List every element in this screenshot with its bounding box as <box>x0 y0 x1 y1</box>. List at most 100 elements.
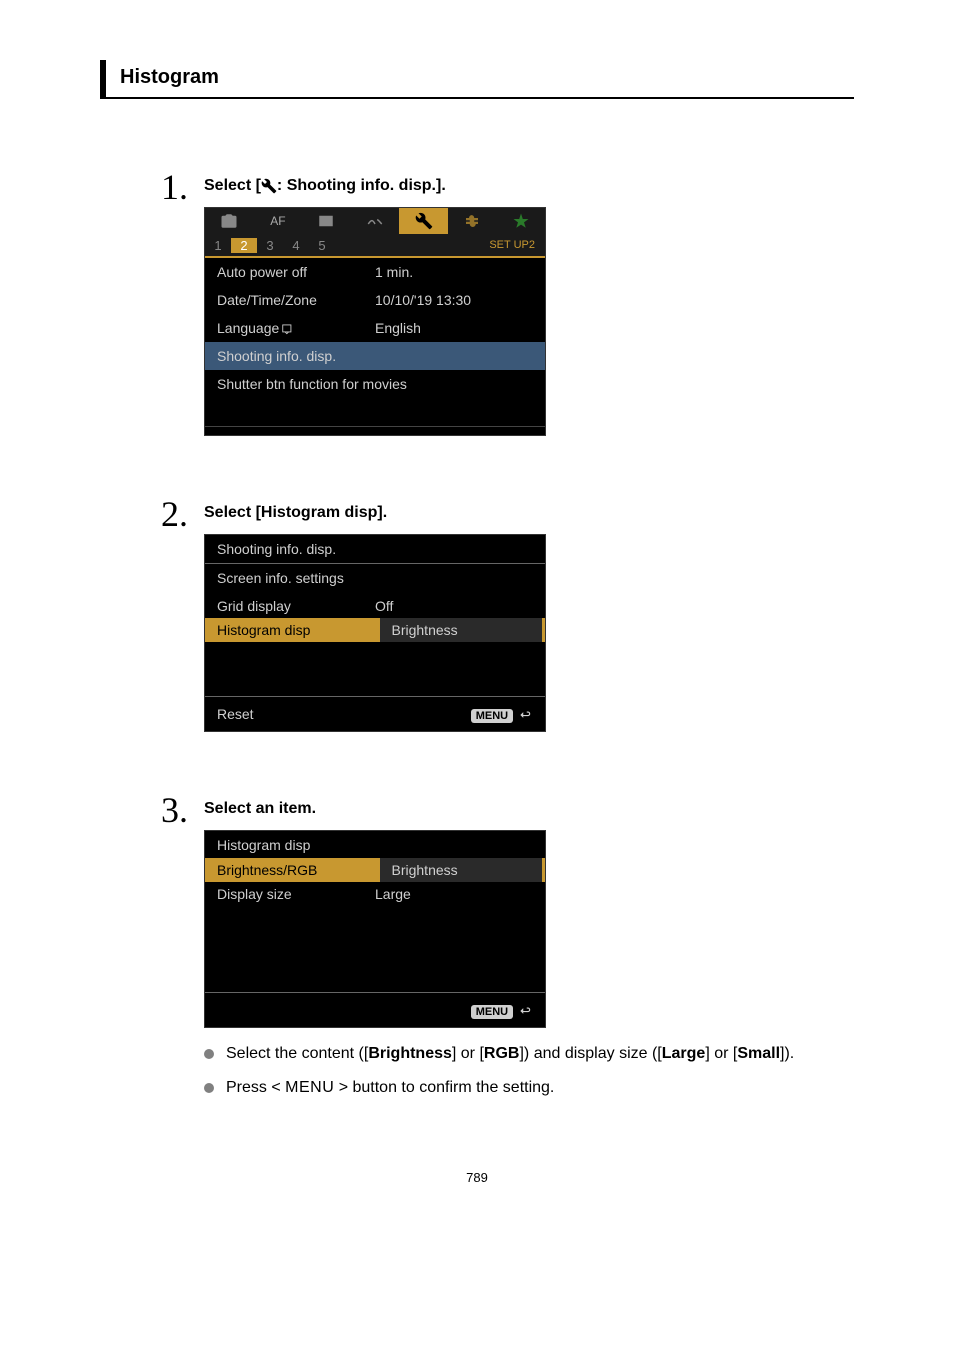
step-1: 1. Select [ : Shooting info. disp.]. AF 1… <box>160 169 854 436</box>
menu-label: Grid display <box>217 598 375 614</box>
menu-label: Brightness/RGB <box>205 858 380 882</box>
screen-header: Histogram disp <box>205 831 545 860</box>
menu-badge: MENU <box>471 709 513 723</box>
menu-badge-text: MENU <box>476 710 508 722</box>
menu-label: Histogram disp <box>205 618 380 642</box>
label-text: Language <box>217 320 279 336</box>
tab-play[interactable] <box>302 208 351 234</box>
step-3: 3. Select an item. Histogram disp Bright… <box>160 792 854 1110</box>
menu-label: Shooting info. disp. <box>217 348 533 364</box>
menu-row-brightness[interactable]: Brightness/RGB Brightness <box>205 860 545 880</box>
menu-value: English <box>375 320 533 336</box>
text: ]) and display size ([ <box>519 1045 661 1062</box>
bullet-text: Press < MENU > button to confirm the set… <box>226 1076 854 1100</box>
bold-text: RGB <box>484 1045 520 1062</box>
step-number: 2. <box>160 496 188 532</box>
menu-value: 10/10/'19 13:30 <box>375 292 533 308</box>
subtab-5[interactable]: 5 <box>309 238 335 253</box>
wrench-icon <box>261 178 277 194</box>
bold-text: Brightness <box>368 1045 452 1062</box>
step-content: Select [Histogram disp]. Shooting info. … <box>204 496 854 732</box>
bullet-dot-icon <box>204 1049 214 1059</box>
tab-network[interactable] <box>351 208 400 234</box>
menu-row-shootinginfo[interactable]: Shooting info. disp. <box>205 342 545 370</box>
language-icon <box>281 322 295 336</box>
text: ]). <box>780 1045 794 1062</box>
menu-label: Auto power off <box>217 264 375 280</box>
wrench-icon <box>415 212 433 230</box>
back-icon <box>517 708 533 722</box>
menu-label: Language <box>217 320 375 336</box>
back-icon <box>517 1004 533 1018</box>
tab-camera[interactable] <box>205 208 254 234</box>
menu-row-shutterbtn[interactable]: Shutter btn function for movies <box>205 370 545 398</box>
camera-menu-screen-3: Histogram disp Brightness/RGB Brightness… <box>204 830 546 1028</box>
menu-row-language[interactable]: Language English <box>205 314 545 342</box>
spacer <box>205 936 545 964</box>
tab-wrench[interactable] <box>399 208 448 234</box>
reset-button[interactable]: Reset <box>217 706 254 722</box>
subtab-3[interactable]: 3 <box>257 238 283 253</box>
step-number: 3. <box>160 792 188 828</box>
step-content: Select an item. Histogram disp Brightnes… <box>204 792 854 1110</box>
menu-row-displaysize[interactable]: Display size Large <box>205 880 545 908</box>
play-icon <box>317 212 335 230</box>
footer-row: MENU <box>205 992 545 1027</box>
menu-row-grid[interactable]: Grid display Off <box>205 592 545 620</box>
menu-value: Brightness <box>380 618 546 642</box>
menu-row-datetime[interactable]: Date/Time/Zone 10/10/'19 13:30 <box>205 286 545 314</box>
footer-row: Reset MENU <box>205 696 545 731</box>
page-number: 789 <box>100 1170 854 1185</box>
spacer <box>205 964 545 992</box>
page-container: Histogram 1. Select [ : Shooting info. di… <box>0 0 954 1225</box>
menu-value: 1 min. <box>375 264 533 280</box>
menu-row-autopower[interactable]: Auto power off 1 min. <box>205 258 545 286</box>
title-suffix: : Shooting info. disp.]. <box>277 177 446 194</box>
subtab-row: 1 2 3 4 5 SET UP2 <box>205 234 545 258</box>
camera-menu-screen-1: AF 1 2 3 4 5 SET UP2 Auto power off <box>204 207 546 436</box>
title-prefix: Select [ <box>204 177 261 194</box>
subtab-2[interactable]: 2 <box>231 238 257 253</box>
menu-value: Large <box>375 886 533 902</box>
spacer <box>205 668 545 696</box>
tab-af[interactable]: AF <box>254 208 303 234</box>
spacer <box>205 398 545 426</box>
step-number: 1. <box>160 169 188 205</box>
subtab-1[interactable]: 1 <box>205 238 231 253</box>
subtab-4[interactable]: 4 <box>283 238 309 253</box>
step-title: Select an item. <box>204 800 854 818</box>
star-icon <box>512 212 530 230</box>
menu-row-histogram[interactable]: Histogram disp Brightness <box>205 620 545 640</box>
tab-star[interactable] <box>496 208 545 234</box>
menu-label: Date/Time/Zone <box>217 292 375 308</box>
menu-back[interactable]: MENU <box>471 706 533 723</box>
menu-back[interactable]: MENU <box>471 1002 533 1019</box>
divider <box>205 426 545 435</box>
camera-icon <box>220 212 238 230</box>
menu-label: Shutter btn function for movies <box>217 376 533 392</box>
section-title: Histogram <box>120 66 219 88</box>
menu-value: Brightness <box>380 858 546 882</box>
spacer <box>205 640 545 668</box>
menu-value: Off <box>375 598 533 614</box>
bold-text: Small <box>737 1045 780 1062</box>
section-header: Histogram <box>100 60 854 99</box>
step-title: Select [Histogram disp]. <box>204 504 854 522</box>
bullet-text: Select the content ([Brightness] or [RGB… <box>226 1042 854 1066</box>
screen-header: Shooting info. disp. <box>205 535 545 564</box>
tab-row: AF <box>205 208 545 234</box>
menu-badge-text: MENU <box>476 1006 508 1018</box>
text: > button to confirm the setting. <box>334 1079 554 1096</box>
bullet-dot-icon <box>204 1083 214 1093</box>
step-content: Select [ : Shooting info. disp.]. AF 1 2 … <box>204 169 854 436</box>
camera-menu-screen-2: Shooting info. disp. Screen info. settin… <box>204 534 546 732</box>
custom-icon <box>463 212 481 230</box>
step-title: Select [ : Shooting info. disp.]. <box>204 177 854 195</box>
text: ] or [ <box>452 1045 484 1062</box>
bullet-list: Select the content ([Brightness] or [RGB… <box>204 1042 854 1100</box>
subtab-right-label: SET UP2 <box>335 239 545 251</box>
menu-row-screeninfo[interactable]: Screen info. settings <box>205 564 545 592</box>
network-icon <box>366 212 384 230</box>
tab-custom[interactable] <box>448 208 497 234</box>
step-2: 2. Select [Histogram disp]. Shooting inf… <box>160 496 854 732</box>
